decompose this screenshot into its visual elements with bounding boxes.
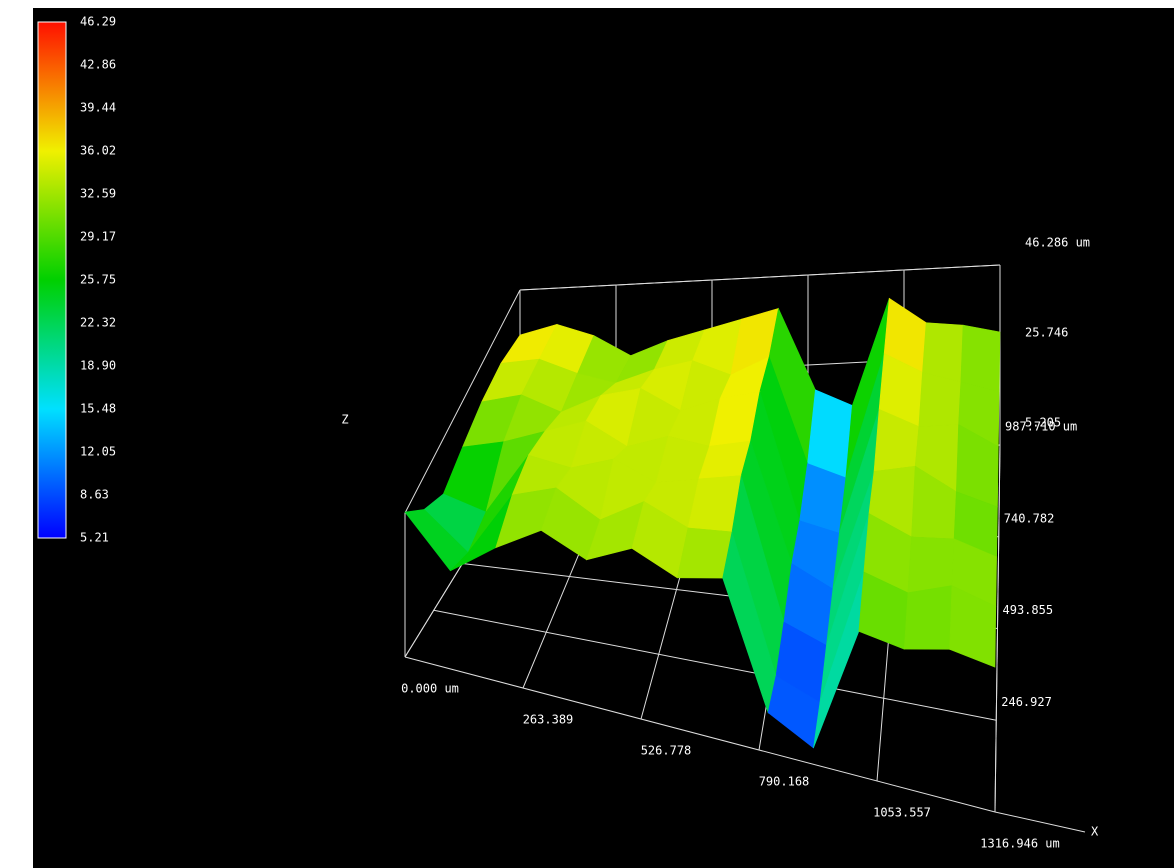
x-tick-label: 526.778 (641, 743, 692, 757)
surface-cell (903, 585, 953, 650)
x-tick-label: 1053.557 (873, 806, 931, 820)
colorbar-label: 46.29 (80, 15, 116, 29)
x-tick-label: 1316.946 um (980, 837, 1059, 851)
colorbar-label: 29.17 (80, 230, 116, 244)
z-tick-label: 5.205 (1025, 416, 1061, 430)
box-edge (404, 289, 521, 514)
colorbar-label: 12.05 (80, 445, 116, 459)
y-grid-line (433, 609, 997, 721)
box-edge (404, 656, 996, 813)
z-tick-label: 46.286 um (1025, 236, 1090, 250)
z-grid-line (519, 264, 1001, 291)
colorbar (37, 21, 67, 539)
surface-cell (949, 585, 997, 668)
colorbar-label: 32.59 (80, 187, 116, 201)
x-tick-label: 790.168 (759, 775, 810, 789)
y-tick-label: 493.855 (1003, 603, 1054, 617)
colorbar-label: 36.02 (80, 144, 116, 158)
y-tick-label: 740.782 (1004, 511, 1055, 525)
x-tick-label: 0.000 um (401, 682, 459, 696)
colorbar-label: 39.44 (80, 101, 116, 115)
x-tick-label: 263.389 (523, 713, 574, 727)
surface-cell (807, 389, 853, 479)
colorbar-label: 5.21 (80, 531, 109, 545)
surface-cell (918, 371, 962, 427)
z-axis-label: Z (341, 413, 348, 427)
surface-cell (922, 322, 964, 383)
surface-cell (907, 536, 955, 594)
y-tick-label: 987.710 um (1005, 420, 1077, 434)
y-tick-label: 246.927 (1001, 695, 1052, 709)
x-axis-label: X (1091, 825, 1099, 839)
colorbar-label: 18.90 (80, 359, 116, 373)
colorbar-label: 25.75 (80, 273, 116, 287)
x-axis-line (994, 811, 1086, 833)
z-tick-label: 25.746 (1025, 325, 1068, 339)
colorbar-label: 8.63 (80, 488, 109, 502)
surface-cell (960, 324, 1001, 392)
colorbar-label: 42.86 (80, 58, 116, 72)
colorbar-label: 15.48 (80, 402, 116, 416)
colorbar-label: 22.32 (80, 316, 116, 330)
